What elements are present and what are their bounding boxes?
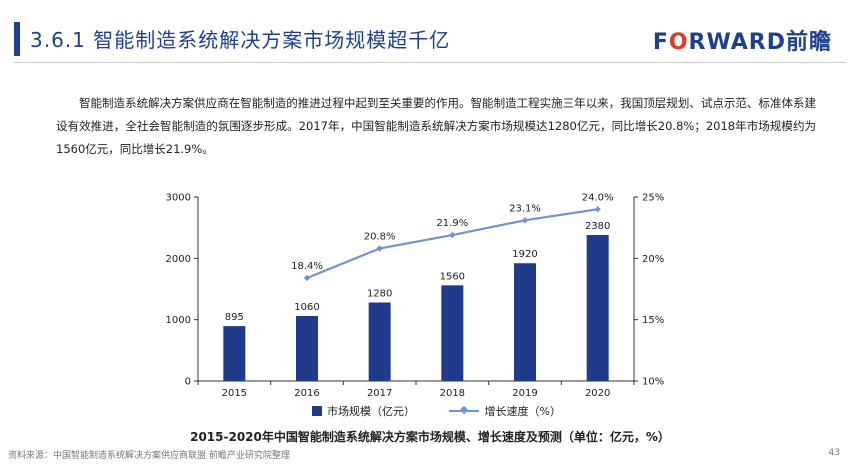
growth-point bbox=[521, 217, 529, 224]
growth-line-series bbox=[303, 206, 601, 282]
growth-point bbox=[594, 206, 601, 213]
growth-value-label: 20.8% bbox=[364, 232, 396, 243]
bar-value-label: 1560 bbox=[440, 271, 465, 282]
bar-value-label: 2380 bbox=[585, 221, 610, 232]
bar bbox=[368, 302, 391, 381]
right-axis-tick-label: 10% bbox=[642, 377, 664, 388]
x-axis-tick-label: 2018 bbox=[440, 388, 465, 399]
logo-text-o: O bbox=[668, 30, 689, 55]
logo-text-rest: RWARD前瞻 bbox=[688, 30, 832, 55]
page-number: 43 bbox=[828, 448, 840, 458]
x-axis-tick-label: 2015 bbox=[222, 388, 247, 399]
bar-value-label: 895 bbox=[225, 312, 244, 323]
right-axis-tick-label: 20% bbox=[642, 254, 664, 265]
growth-point bbox=[449, 231, 456, 239]
legend-item-market-size: 市场规模（亿元） bbox=[312, 403, 415, 419]
forward-logo: FORWARD前瞻 bbox=[653, 24, 832, 56]
logo-text-f: F bbox=[652, 30, 669, 55]
bar-value-label: 1280 bbox=[367, 288, 392, 299]
x-axis-tick-label: 2017 bbox=[367, 388, 392, 399]
left-axis-tick-label: 2000 bbox=[166, 254, 191, 265]
right-axis-tick-label: 15% bbox=[642, 315, 664, 326]
bar-value-label: 1060 bbox=[294, 302, 319, 313]
source-note: 资料来源：中国智能制造系统解决方案供应商联盟 前瞻产业研究院整理 bbox=[8, 451, 290, 461]
chart-legend: 市场规模（亿元） 增长速度（%） bbox=[312, 403, 591, 419]
bar-series bbox=[223, 235, 609, 381]
chart-caption: 2015-2020年中国智能制造系统解决方案市场规模、增长速度及预测（单位：亿元… bbox=[190, 430, 670, 444]
bar bbox=[586, 235, 609, 381]
page-title: 3.6.1 智能制造系统解决方案市场规模超千亿 bbox=[30, 28, 451, 52]
left-axis-tick-label: 3000 bbox=[166, 193, 191, 204]
growth-value-label: 21.9% bbox=[436, 218, 468, 229]
header-divider bbox=[14, 62, 846, 63]
bar bbox=[223, 326, 246, 381]
x-axis-tick-label: 2020 bbox=[585, 388, 610, 399]
growth-point bbox=[303, 274, 311, 282]
x-axis-tick-label: 2016 bbox=[294, 388, 319, 399]
legend-label-growth: 增长速度（%） bbox=[484, 405, 561, 418]
legend-item-growth: 增长速度（%） bbox=[448, 403, 561, 419]
bar bbox=[441, 285, 464, 381]
growth-value-label: 24.0% bbox=[582, 192, 614, 203]
legend-bar-swatch bbox=[312, 406, 322, 416]
bar bbox=[514, 263, 536, 381]
x-axis-tick-label: 2019 bbox=[512, 388, 537, 399]
legend-label-market-size: 市场规模（亿元） bbox=[327, 405, 415, 418]
left-axis-tick-label: 0 bbox=[185, 377, 191, 388]
title-accent-bar bbox=[14, 22, 20, 56]
legend-line-swatch bbox=[448, 406, 479, 416]
data-labels: 895 1060 1280 1560 1920 2380 18.4% 20.8% 21.9% 23… bbox=[225, 192, 614, 323]
intro-paragraph: 智能制造系统解决方案供应商在智能制造的推进过程中起到至关重要的作用。智能制造工程… bbox=[56, 96, 816, 156]
right-axis-tick-label: 25% bbox=[642, 193, 664, 204]
growth-value-label: 23.1% bbox=[509, 203, 541, 214]
growth-point bbox=[376, 245, 383, 252]
bar-value-label: 1920 bbox=[512, 249, 537, 260]
growth-value-label: 18.4% bbox=[291, 261, 323, 272]
bar bbox=[296, 315, 318, 381]
chart-axes: 0 1000 2000 3000 10% 15% 20% 25% 2015 2016 2017 201… bbox=[166, 193, 665, 400]
left-axis-tick-label: 1000 bbox=[166, 315, 191, 326]
